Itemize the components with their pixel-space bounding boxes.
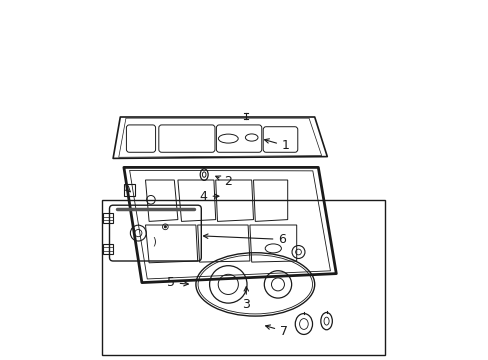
Bar [103,244,113,254]
Text: 6: 6 [203,233,285,246]
Text: 3: 3 [242,298,250,311]
Text: 1: 1 [264,139,289,152]
Text: 4: 4 [199,190,206,203]
Text: 5: 5 [166,276,188,289]
Bar [102,200,384,355]
Bar [103,213,113,223]
Circle shape [164,226,166,228]
Text: ): ) [152,236,156,246]
Text: 2: 2 [215,175,232,188]
Text: 7: 7 [265,325,287,338]
